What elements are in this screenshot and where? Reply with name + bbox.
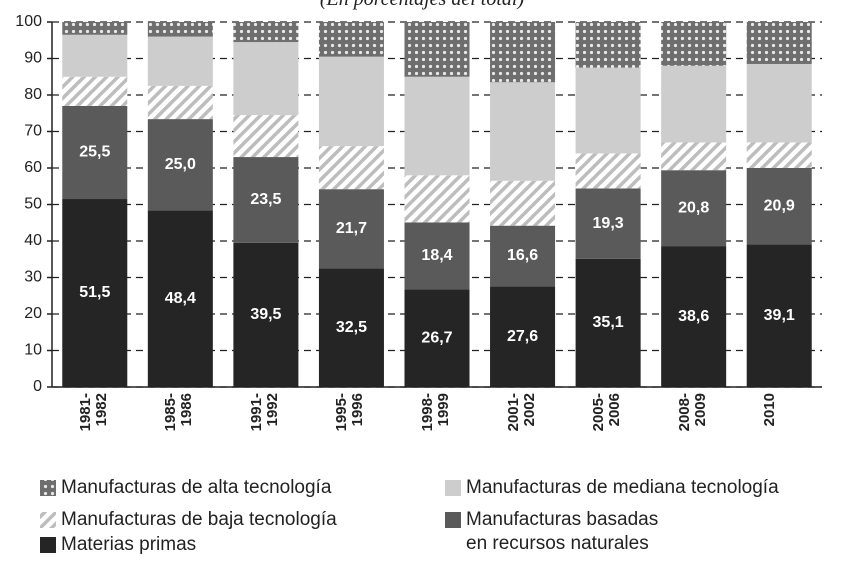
bar-segment xyxy=(404,222,470,290)
y-tick-label: 40 xyxy=(24,232,42,249)
value-label: 25,0 xyxy=(165,156,196,173)
bar-segment xyxy=(62,76,128,106)
value-label: 19,3 xyxy=(593,215,624,232)
bar-segment xyxy=(318,22,384,57)
legend-swatch xyxy=(40,537,56,553)
bar-segment xyxy=(490,180,556,226)
value-label: 39,5 xyxy=(250,306,281,323)
bar-segment xyxy=(318,56,384,147)
bar-segment xyxy=(746,22,812,64)
bar-segment xyxy=(404,76,470,176)
y-tick-label: 80 xyxy=(24,86,42,103)
y-tick-label: 60 xyxy=(24,159,42,176)
x-tick-label: 1985- 1986 xyxy=(162,393,196,432)
bar-segment xyxy=(575,22,641,68)
bar-segment xyxy=(147,85,213,120)
bar-segment xyxy=(233,115,299,158)
x-tick-label: 1998- 1999 xyxy=(419,393,452,432)
y-tick-label: 50 xyxy=(24,196,42,213)
bar-segment xyxy=(661,246,727,387)
bar-segment xyxy=(233,157,299,243)
value-label: 26,7 xyxy=(421,329,452,346)
bar-segment xyxy=(233,42,299,116)
bar-segment xyxy=(147,22,213,37)
bar-segment xyxy=(746,63,812,143)
value-label: 39,1 xyxy=(764,307,795,324)
bar-segment xyxy=(147,119,213,211)
legend-label: Manufacturas de baja tecnología xyxy=(61,509,337,530)
bar-segment xyxy=(575,67,641,154)
bar-segment xyxy=(62,34,128,77)
bar-segment xyxy=(661,65,727,143)
bar-segment xyxy=(490,286,556,387)
legend-label: Manufacturas basadas en recursos natural… xyxy=(466,509,659,554)
value-label: 21,7 xyxy=(336,220,367,237)
bar-segment xyxy=(746,168,812,245)
value-label: 38,6 xyxy=(678,308,709,325)
value-label: 16,6 xyxy=(507,247,538,264)
value-label: 25,5 xyxy=(79,144,110,161)
legend-label: Materias primas xyxy=(61,534,197,555)
bar-segment xyxy=(147,36,213,86)
bar-segment xyxy=(746,142,812,168)
bar-segment xyxy=(318,189,384,269)
bar-segment xyxy=(404,175,470,223)
bar-segment xyxy=(62,199,128,387)
chart-subtitle: (En porcentajes del total) xyxy=(0,0,844,11)
x-tick-label: 2010 xyxy=(761,393,779,427)
legend-label: Manufacturas de mediana tecnología xyxy=(466,477,779,498)
bar-segment xyxy=(746,244,812,387)
x-tick-label: 2008- 2009 xyxy=(675,393,709,432)
bar-segment xyxy=(575,153,641,189)
value-label: 23,5 xyxy=(250,191,281,208)
bar-segment xyxy=(404,22,470,77)
x-tick-label: 2001- 2002 xyxy=(504,393,538,432)
value-label: 20,8 xyxy=(678,199,709,216)
y-tick-label: 0 xyxy=(33,378,42,395)
legend-swatch xyxy=(40,480,56,496)
bar-segment xyxy=(62,105,128,200)
legend-swatch xyxy=(445,480,461,496)
bar-segment xyxy=(490,225,556,287)
value-label: 35,1 xyxy=(593,314,624,331)
y-tick-label: 70 xyxy=(24,123,42,140)
bar-segment xyxy=(404,289,470,387)
y-tick-label: 10 xyxy=(24,342,42,359)
value-label: 48,4 xyxy=(165,290,196,307)
value-label: 18,4 xyxy=(421,247,452,264)
bar-segment xyxy=(233,242,299,387)
y-tick-label: 30 xyxy=(24,269,42,286)
y-tick-label: 20 xyxy=(24,305,42,322)
bar-segment xyxy=(661,22,727,66)
bar-segment xyxy=(62,22,128,35)
bar-segment xyxy=(318,268,384,387)
bar-segment xyxy=(661,142,727,171)
bar-segment xyxy=(490,22,556,83)
bar-segment xyxy=(147,210,213,387)
x-tick-label: 2005- 2006 xyxy=(590,393,624,432)
legend-swatch xyxy=(445,512,461,528)
x-tick-label: 1995- 1996 xyxy=(333,393,367,432)
value-label: 27,6 xyxy=(507,328,538,345)
legend-swatch xyxy=(40,512,56,528)
value-label: 20,9 xyxy=(764,197,795,214)
x-tick-label: 1981- 1982 xyxy=(76,393,110,432)
bar-segment xyxy=(318,146,384,190)
value-label: 32,5 xyxy=(336,319,367,336)
bar-segment xyxy=(490,82,556,181)
y-tick-label: 90 xyxy=(24,50,42,67)
bar-segment xyxy=(233,22,299,43)
x-tick-label: 1991- 1992 xyxy=(247,393,281,432)
legend-label: Manufacturas de alta tecnología xyxy=(61,477,332,498)
value-label: 51,5 xyxy=(79,284,110,301)
bar-segment xyxy=(661,170,727,247)
y-tick-label: 100 xyxy=(15,13,42,30)
bar-segment xyxy=(575,258,641,387)
bar-segment xyxy=(575,188,641,259)
